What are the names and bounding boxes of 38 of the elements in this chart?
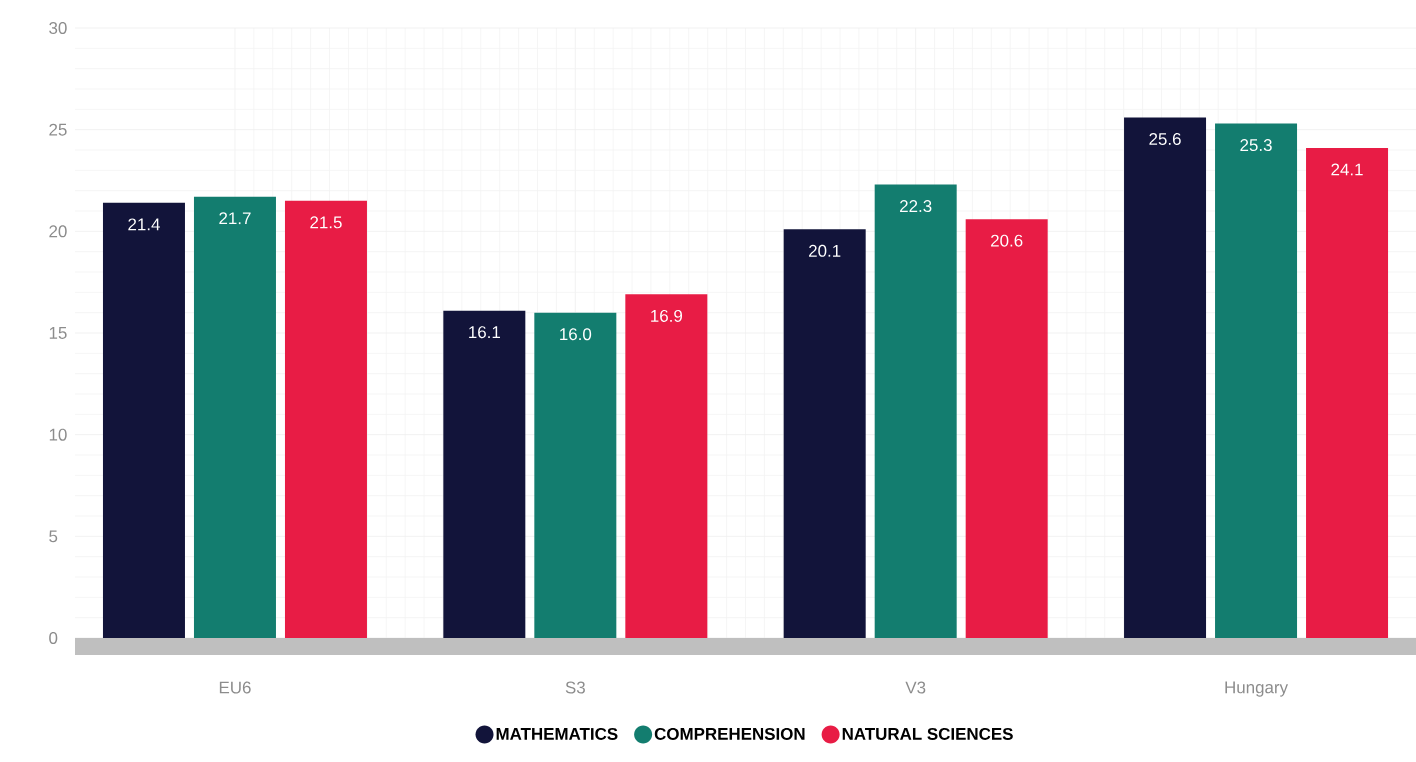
bar	[625, 294, 708, 638]
data-label: 24.1	[1331, 163, 1363, 176]
bar	[102, 202, 185, 638]
bar	[1215, 123, 1298, 638]
data-label: 20.6	[991, 234, 1023, 247]
y-tick-label: 0	[49, 632, 58, 644]
x-tick-label: Hungary	[1225, 681, 1288, 697]
y-tick-label: 20	[49, 225, 67, 238]
data-label: 21.4	[128, 218, 160, 231]
bar	[193, 196, 276, 638]
x-tick-label: V3	[905, 681, 926, 694]
bar	[965, 219, 1048, 638]
bar	[1306, 147, 1389, 638]
bar	[443, 310, 526, 638]
y-tick-label: 30	[49, 22, 67, 34]
data-label: 20.1	[809, 244, 841, 257]
legend-label: NATURAL SCIENCES	[842, 727, 1013, 740]
bar	[534, 312, 617, 638]
x-tick-label: EU6	[219, 681, 251, 694]
y-tick-label: 25	[49, 123, 67, 136]
legend-label: MATHEMATICS	[496, 727, 618, 740]
y-tick-label: 10	[49, 428, 67, 441]
data-label: 21.7	[219, 212, 251, 225]
data-label: 16.9	[651, 309, 683, 322]
data-label: 21.5	[310, 216, 342, 229]
legend-label: COMPREHENSION	[654, 727, 805, 740]
y-tick-label: 5	[49, 530, 58, 543]
bar	[1124, 117, 1207, 638]
data-label: 25.6	[1149, 132, 1181, 145]
bar	[783, 229, 866, 638]
y-tick-label: 15	[49, 327, 67, 339]
bar	[874, 184, 957, 638]
data-label: 25.3	[1240, 139, 1272, 152]
data-label: 22.3	[900, 200, 932, 213]
x-tick-label: S3	[565, 681, 585, 694]
data-label: 16.0	[560, 328, 592, 341]
bar	[284, 200, 367, 638]
data-label: 16.1	[469, 326, 500, 339]
